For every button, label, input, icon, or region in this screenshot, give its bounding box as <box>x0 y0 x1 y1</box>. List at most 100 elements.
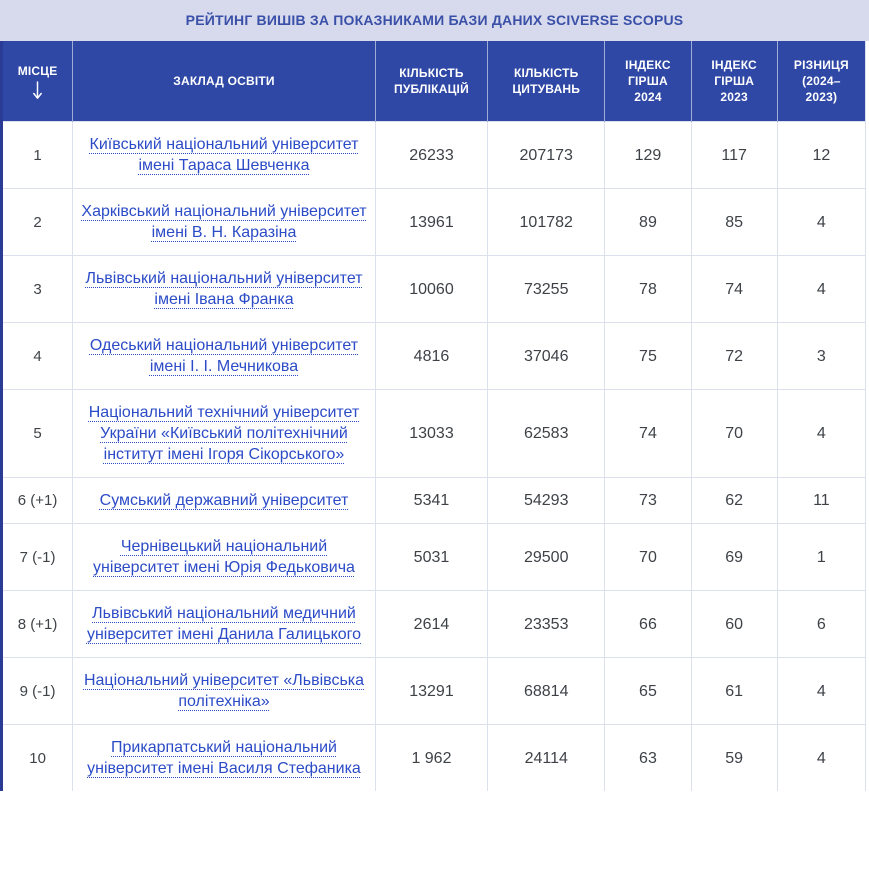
publications-cell: 13033 <box>374 389 488 478</box>
difference-cell: 11 <box>776 477 866 524</box>
table-row: 8 (+1) Львівський національний медичний … <box>1 590 866 658</box>
table-row: 10 Прикарпатський національний університ… <box>1 724 866 791</box>
institution-cell: Львівський національний медичний універс… <box>72 590 376 658</box>
difference-cell: 4 <box>776 255 866 323</box>
institution-cell: Сумський державний університет <box>72 477 376 524</box>
citations-cell: 24114 <box>487 724 605 791</box>
place-cell: 9 (-1) <box>1 657 73 725</box>
difference-cell: 12 <box>776 121 866 189</box>
place-cell: 4 <box>1 322 73 390</box>
table-row: 5 Національний технічний університет Укр… <box>1 389 866 478</box>
difference-cell: 6 <box>776 590 866 658</box>
col-header-place[interactable]: МІСЦЕ <box>1 41 73 122</box>
col-header-hindex-2023[interactable]: ІНДЕКС ГІРША 2023 <box>690 41 778 122</box>
place-cell: 2 <box>1 188 73 256</box>
institution-link[interactable]: Харківський національний університет іме… <box>81 203 367 241</box>
place-cell: 1 <box>1 121 73 189</box>
hindex-2024-cell: 65 <box>604 657 692 725</box>
publications-cell: 5341 <box>374 477 488 524</box>
publications-cell: 1 962 <box>374 724 488 791</box>
col-header-citations-label: КІЛЬКІСТЬ ЦИТУВАНЬ <box>512 66 581 96</box>
institution-link[interactable]: Одеський національний університет імені … <box>89 337 359 375</box>
hindex-2023-cell: 60 <box>690 590 778 658</box>
hindex-2023-cell: 74 <box>690 255 778 323</box>
hindex-2024-cell: 89 <box>604 188 692 256</box>
institution-cell: Одеський національний університет імені … <box>72 322 376 390</box>
col-header-hindex-2024-label: ІНДЕКС ГІРША 2024 <box>625 58 671 104</box>
institution-link[interactable]: Національний технічний університет Украї… <box>88 404 360 463</box>
institution-link[interactable]: Національний університет «Львівська полі… <box>83 672 365 710</box>
hindex-2023-cell: 70 <box>690 389 778 478</box>
place-cell: 5 <box>1 389 73 478</box>
table-row: 6 (+1) Сумський державний університет 53… <box>1 477 866 524</box>
col-header-citations[interactable]: КІЛЬКІСТЬ ЦИТУВАНЬ <box>487 41 605 122</box>
institution-cell: Харківський національний університет іме… <box>72 188 376 256</box>
institution-cell: Чернівецький національний університет ім… <box>72 523 376 591</box>
place-cell: 8 (+1) <box>1 590 73 658</box>
publications-cell: 2614 <box>374 590 488 658</box>
institution-cell: Національний університет «Львівська полі… <box>72 657 376 725</box>
citations-cell: 62583 <box>487 389 605 478</box>
table-row: 4 Одеський національний університет імен… <box>1 322 866 390</box>
institution-link[interactable]: Сумський державний університет <box>99 492 349 509</box>
place-cell: 7 (-1) <box>1 523 73 591</box>
institution-cell: Національний технічний університет Украї… <box>72 389 376 478</box>
col-header-hindex-2024[interactable]: ІНДЕКС ГІРША 2024 <box>604 41 692 122</box>
table-row: 1 Київський національний університет іме… <box>1 121 866 189</box>
publications-cell: 5031 <box>374 523 488 591</box>
hindex-2024-cell: 74 <box>604 389 692 478</box>
arrow-down-icon <box>33 80 43 99</box>
citations-cell: 207173 <box>487 121 605 189</box>
col-header-place-label: МІСЦЕ <box>17 63 58 78</box>
difference-cell: 3 <box>776 322 866 390</box>
institution-link[interactable]: Київський національний університет імені… <box>89 136 359 174</box>
hindex-2024-cell: 73 <box>604 477 692 524</box>
place-cell: 10 <box>1 724 73 791</box>
hindex-2023-cell: 62 <box>690 477 778 524</box>
hindex-2023-cell: 72 <box>690 322 778 390</box>
institution-link[interactable]: Чернівецький національний університет ім… <box>93 538 355 576</box>
institution-link[interactable]: Львівський національний медичний універс… <box>86 605 362 643</box>
hindex-2023-cell: 59 <box>690 724 778 791</box>
citations-cell: 37046 <box>487 322 605 390</box>
page-title: РЕЙТИНГ ВИШІВ ЗА ПОКАЗНИКАМИ БАЗИ ДАНИХ … <box>0 0 869 41</box>
col-header-publications-label: КІЛЬКІСТЬ ПУБЛІКАЦІЙ <box>394 66 469 96</box>
hindex-2024-cell: 129 <box>604 121 692 189</box>
hindex-2024-cell: 70 <box>604 523 692 591</box>
institution-cell: Прикарпатський національний університет … <box>72 724 376 791</box>
hindex-2024-cell: 78 <box>604 255 692 323</box>
col-header-hindex-2023-label: ІНДЕКС ГІРША 2023 <box>711 58 757 104</box>
col-header-institution[interactable]: ЗАКЛАД ОСВІТИ <box>72 41 376 122</box>
table-row: 3 Львівський національний університет ім… <box>1 255 866 323</box>
table-row: 7 (-1) Чернівецький національний універс… <box>1 523 866 591</box>
table-row: 9 (-1) Національний університет «Львівсь… <box>1 657 866 725</box>
hindex-2023-cell: 69 <box>690 523 778 591</box>
institution-link[interactable]: Прикарпатський національний університет … <box>87 739 361 777</box>
hindex-2023-cell: 117 <box>690 121 778 189</box>
publications-cell: 13961 <box>374 188 488 256</box>
place-cell: 3 <box>1 255 73 323</box>
difference-cell: 4 <box>776 657 866 725</box>
citations-cell: 73255 <box>487 255 605 323</box>
hindex-2024-cell: 75 <box>604 322 692 390</box>
header-row: МІСЦЕ ЗАКЛАД ОСВІТИ КІЛЬКІСТЬ ПУБЛІКАЦІЙ… <box>1 41 866 122</box>
hindex-2023-cell: 85 <box>690 188 778 256</box>
table-row: 2 Харківський національний університет і… <box>1 188 866 256</box>
citations-cell: 54293 <box>487 477 605 524</box>
col-header-publications[interactable]: КІЛЬКІСТЬ ПУБЛІКАЦІЙ <box>374 41 488 122</box>
col-header-difference[interactable]: РІЗНИЦЯ (2024– 2023) <box>776 41 866 122</box>
institution-link[interactable]: Львівський національний університет імен… <box>85 270 363 308</box>
publications-cell: 10060 <box>374 255 488 323</box>
hindex-2024-cell: 63 <box>604 724 692 791</box>
publications-cell: 13291 <box>374 657 488 725</box>
publications-cell: 26233 <box>374 121 488 189</box>
institution-cell: Київський національний університет імені… <box>72 121 376 189</box>
ranking-table: МІСЦЕ ЗАКЛАД ОСВІТИ КІЛЬКІСТЬ ПУБЛІКАЦІЙ… <box>0 41 866 791</box>
citations-cell: 23353 <box>487 590 605 658</box>
hindex-2024-cell: 66 <box>604 590 692 658</box>
col-header-difference-label: РІЗНИЦЯ (2024– 2023) <box>793 58 849 104</box>
difference-cell: 4 <box>776 389 866 478</box>
col-header-institution-label: ЗАКЛАД ОСВІТИ <box>173 74 275 88</box>
institution-cell: Львівський національний університет імен… <box>72 255 376 323</box>
